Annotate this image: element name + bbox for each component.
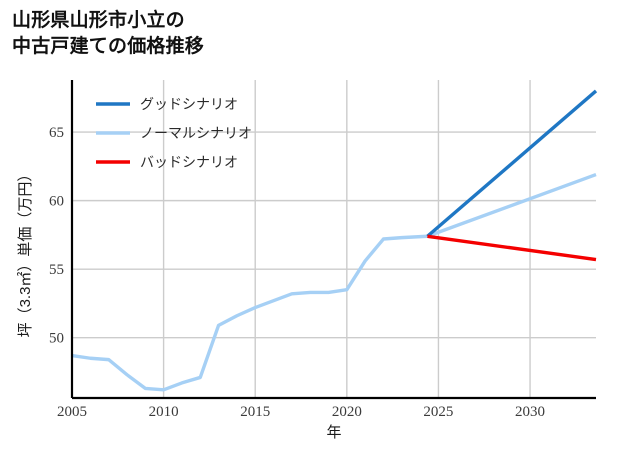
x-tick-label: 2020 xyxy=(332,404,362,420)
y-tick-label: 60 xyxy=(49,194,64,210)
series-line-0 xyxy=(426,89,598,238)
y-axis-title: 坪（3.3㎡）単価（万円） xyxy=(17,167,34,338)
axis-spines xyxy=(70,80,596,400)
gridlines xyxy=(71,80,596,398)
x-axis-tick-labels: 2005 2010 2015 2020 2025 2030 xyxy=(57,404,545,420)
legend-label-0: グッドシナリオ xyxy=(140,96,238,112)
x-tick-label: 2025 xyxy=(423,404,453,420)
x-tick-label: 2010 xyxy=(149,404,179,420)
y-tick-label: 55 xyxy=(49,262,64,278)
y-tick-label: 50 xyxy=(49,331,64,347)
series-line-1 xyxy=(71,172,597,392)
legend-label-1: ノーマルシナリオ xyxy=(140,125,252,141)
series-lines xyxy=(71,89,598,392)
y-axis-tick-labels: 50 55 60 65 xyxy=(49,125,64,347)
series-line-2 xyxy=(427,234,597,262)
x-tick-label: 2005 xyxy=(57,404,87,420)
y-tick-label: 65 xyxy=(49,125,64,141)
page-title: 山形県山形市小立の 中古戸建ての価格推移 xyxy=(12,10,205,57)
x-tick-label: 2030 xyxy=(515,404,545,420)
legend-label-2: バッドシナリオ xyxy=(140,154,238,170)
x-tick-label: 2015 xyxy=(240,404,270,420)
x-axis-title: 年 xyxy=(326,424,341,441)
